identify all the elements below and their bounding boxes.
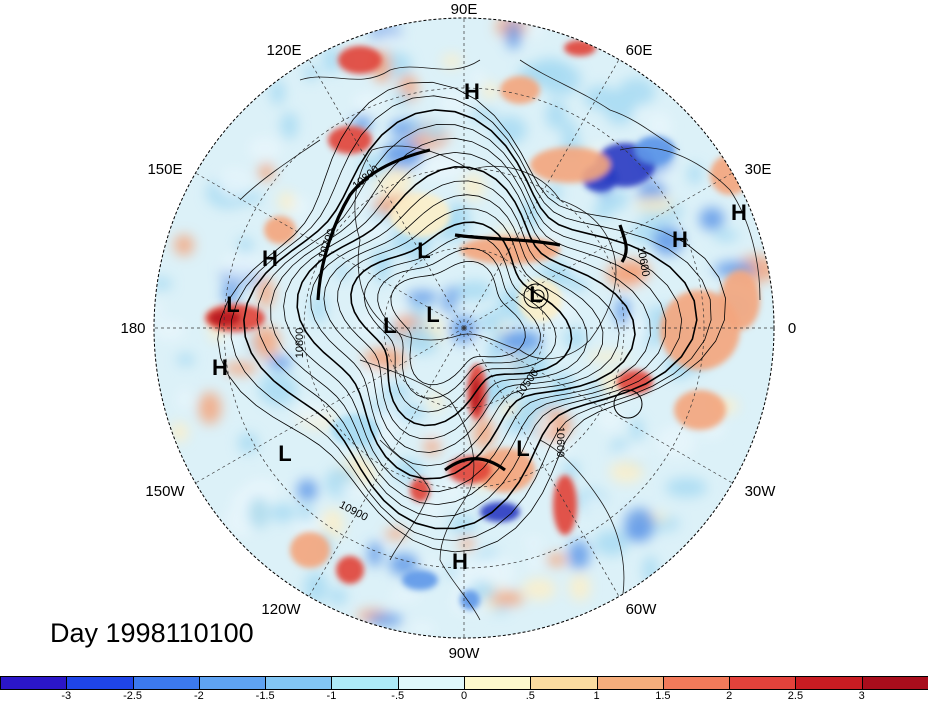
colorbar-swatch <box>861 677 928 689</box>
date-label: Day 1998110100 <box>50 618 254 648</box>
colorbar-swatch <box>596 677 663 689</box>
high-pressure-marker: H <box>262 246 278 271</box>
low-pressure-marker: L <box>417 238 430 263</box>
colorbar-tick-label: -3 <box>61 690 72 702</box>
colorbar-swatch <box>265 677 332 689</box>
anomaly-field <box>154 18 774 638</box>
graticule <box>154 18 774 638</box>
map-boundary <box>153 17 775 639</box>
lon-label-60e: 60E <box>626 42 653 59</box>
contour-label: 10600 <box>634 245 651 277</box>
colorbar <box>0 676 928 690</box>
colorbar-tick-label: 3 <box>858 690 865 702</box>
colorbar-tick-label: .5 <box>525 690 535 702</box>
lon-label-90e: 90E <box>451 1 478 18</box>
low-pressure-marker: L <box>516 436 529 461</box>
lon-label-120w: 120W <box>261 601 301 618</box>
colorbar-swatch <box>729 677 796 689</box>
lon-label-60w: 60W <box>626 601 658 618</box>
height-contours <box>217 81 726 553</box>
lon-label-180: 180 <box>120 320 145 337</box>
low-pressure-marker: L <box>529 282 542 307</box>
lon-label-30w: 30W <box>745 483 777 500</box>
colorbar-tick-label: -.5 <box>391 690 405 702</box>
colorbar-tick-label: 2 <box>726 690 733 702</box>
high-pressure-marker: H <box>452 549 468 574</box>
colorbar-tick-label: -1 <box>326 690 337 702</box>
colorbar-swatch <box>397 677 464 689</box>
low-pressure-marker: L <box>383 313 396 338</box>
lon-label-150e: 150E <box>147 161 182 178</box>
colorbar-swatch <box>0 677 67 689</box>
colorbar-tick-label: 1 <box>593 690 600 702</box>
contour-label: 10600 <box>554 427 566 458</box>
lon-label-90w: 90W <box>449 645 481 662</box>
low-pressure-marker: L <box>278 441 291 466</box>
colorbar-swatch <box>331 677 398 689</box>
high-pressure-marker: H <box>464 79 480 104</box>
lon-label-120e: 120E <box>266 42 301 59</box>
colorbar-tick-label: -1.5 <box>255 690 275 702</box>
colorbar-swatch <box>530 677 597 689</box>
lon-label-150w: 150W <box>145 483 185 500</box>
low-pressure-marker: L <box>426 302 439 327</box>
colorbar-swatch <box>198 677 266 689</box>
colorbar-swatch <box>795 677 862 689</box>
colorbar-swatch <box>662 677 730 689</box>
high-pressure-marker: H <box>212 355 228 380</box>
low-pressure-marker: L <box>226 292 239 317</box>
colorbar-labels: -3 -2.5 -2 -1.5 -1 -.5 0 .5 1 1.5 2 2.5 3 <box>0 690 928 702</box>
colorbar-tick-label: 2.5 <box>787 690 804 702</box>
colorbar-swatch <box>132 677 199 689</box>
lon-label-30e: 30E <box>745 161 772 178</box>
colorbar-tick-label: -2 <box>193 690 204 702</box>
high-pressure-marker: H <box>672 227 688 252</box>
high-pressure-marker: H <box>731 200 747 225</box>
colorbar-tick-label: 0 <box>460 690 468 702</box>
colorbar-tick-label: 1.5 <box>655 690 671 702</box>
colorbar-swatch <box>66 677 133 689</box>
colorbar-swatch <box>463 677 531 689</box>
contour-label: 10800 <box>294 328 306 359</box>
colorbar-tick-label: -2.5 <box>123 690 143 702</box>
lon-label-0: 0 <box>788 320 796 337</box>
